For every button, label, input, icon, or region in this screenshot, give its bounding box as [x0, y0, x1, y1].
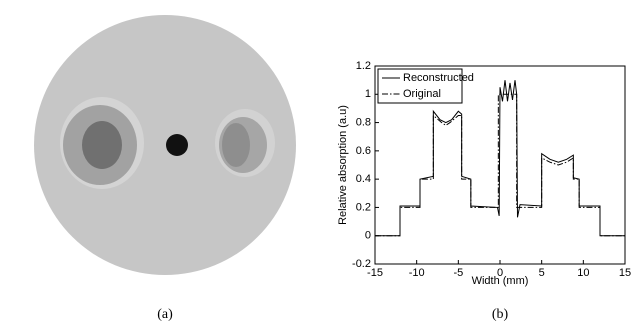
x-tick-label: 10	[577, 267, 589, 279]
caption: (a)	[157, 307, 173, 322]
y-tick-label: 0.2	[356, 201, 371, 213]
x-tick-label: -5	[453, 267, 463, 279]
y-tick-label: 1.2	[356, 60, 371, 72]
x-tick-label: 5	[539, 267, 545, 279]
y-tick-label: 0.6	[356, 145, 371, 157]
y-tick-label: 0	[365, 230, 371, 242]
legend-label: Reconstructed	[403, 72, 474, 84]
inclusion	[166, 134, 188, 156]
inclusion-core	[82, 121, 122, 169]
phantom-image	[34, 15, 296, 275]
y-tick-label: 0.8	[356, 116, 371, 128]
figure: (a) (b) Width (mm) Relative absorption (…	[0, 0, 637, 327]
y-axis-label: Relative absorption (a.u)	[337, 105, 349, 225]
x-tick-label: 15	[619, 267, 631, 279]
x-tick-label: -10	[409, 267, 425, 279]
inclusion-core	[222, 123, 250, 167]
y-tick-label: 0.4	[356, 173, 371, 185]
x-tick-label: 0	[497, 267, 503, 279]
legend-label: Original	[403, 88, 441, 100]
y-tick-label: -0.2	[352, 258, 371, 270]
y-tick-label: 1	[365, 88, 371, 100]
caption: (b)	[492, 307, 509, 322]
